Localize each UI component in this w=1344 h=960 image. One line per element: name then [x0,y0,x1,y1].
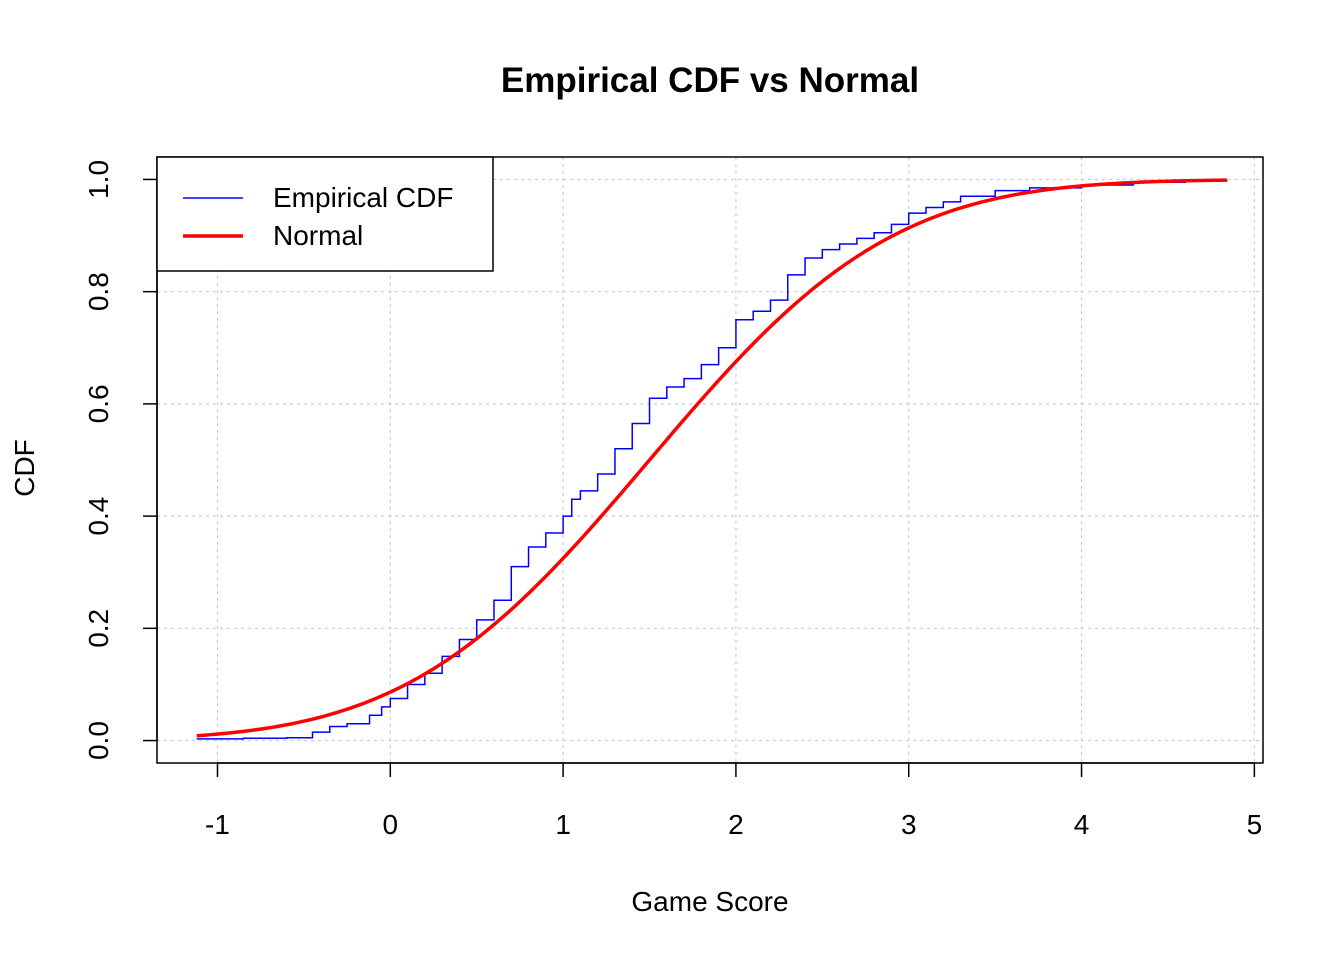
y-tick-label: 0.6 [83,384,114,423]
x-axis-label: Game Score [631,886,788,917]
y-axis-label: CDF [9,439,40,497]
chart-title: Empirical CDF vs Normal [501,61,919,100]
legend-box [156,156,494,272]
x-tick-label: 3 [901,809,917,840]
x-tick-label: 4 [1074,809,1090,840]
y-tick-label: 0.2 [83,609,114,648]
legend-label-empirical: Empirical CDF [273,182,453,213]
series-empirical-cdf [196,179,1228,740]
y-tick-label: 1.0 [83,160,114,199]
x-axis: -1 0 1 2 3 4 5 [205,762,1263,840]
y-axis: 0.0 0.2 0.4 0.6 0.8 1.0 [83,160,158,760]
series-layer [196,178,1228,740]
y-tick-label: 0.4 [83,497,114,536]
x-tick-label: -1 [205,809,230,840]
x-tick-label: 1 [555,809,571,840]
x-tick-label: 0 [383,809,399,840]
legend: Empirical CDF Normal [156,156,494,272]
x-tick-label: 5 [1247,809,1263,840]
legend-label-normal: Normal [273,220,363,251]
y-tick-label: 0.8 [83,272,114,311]
x-tick-label: 2 [728,809,744,840]
series-normal [196,178,1227,738]
y-tick-label: 0.0 [83,721,114,760]
